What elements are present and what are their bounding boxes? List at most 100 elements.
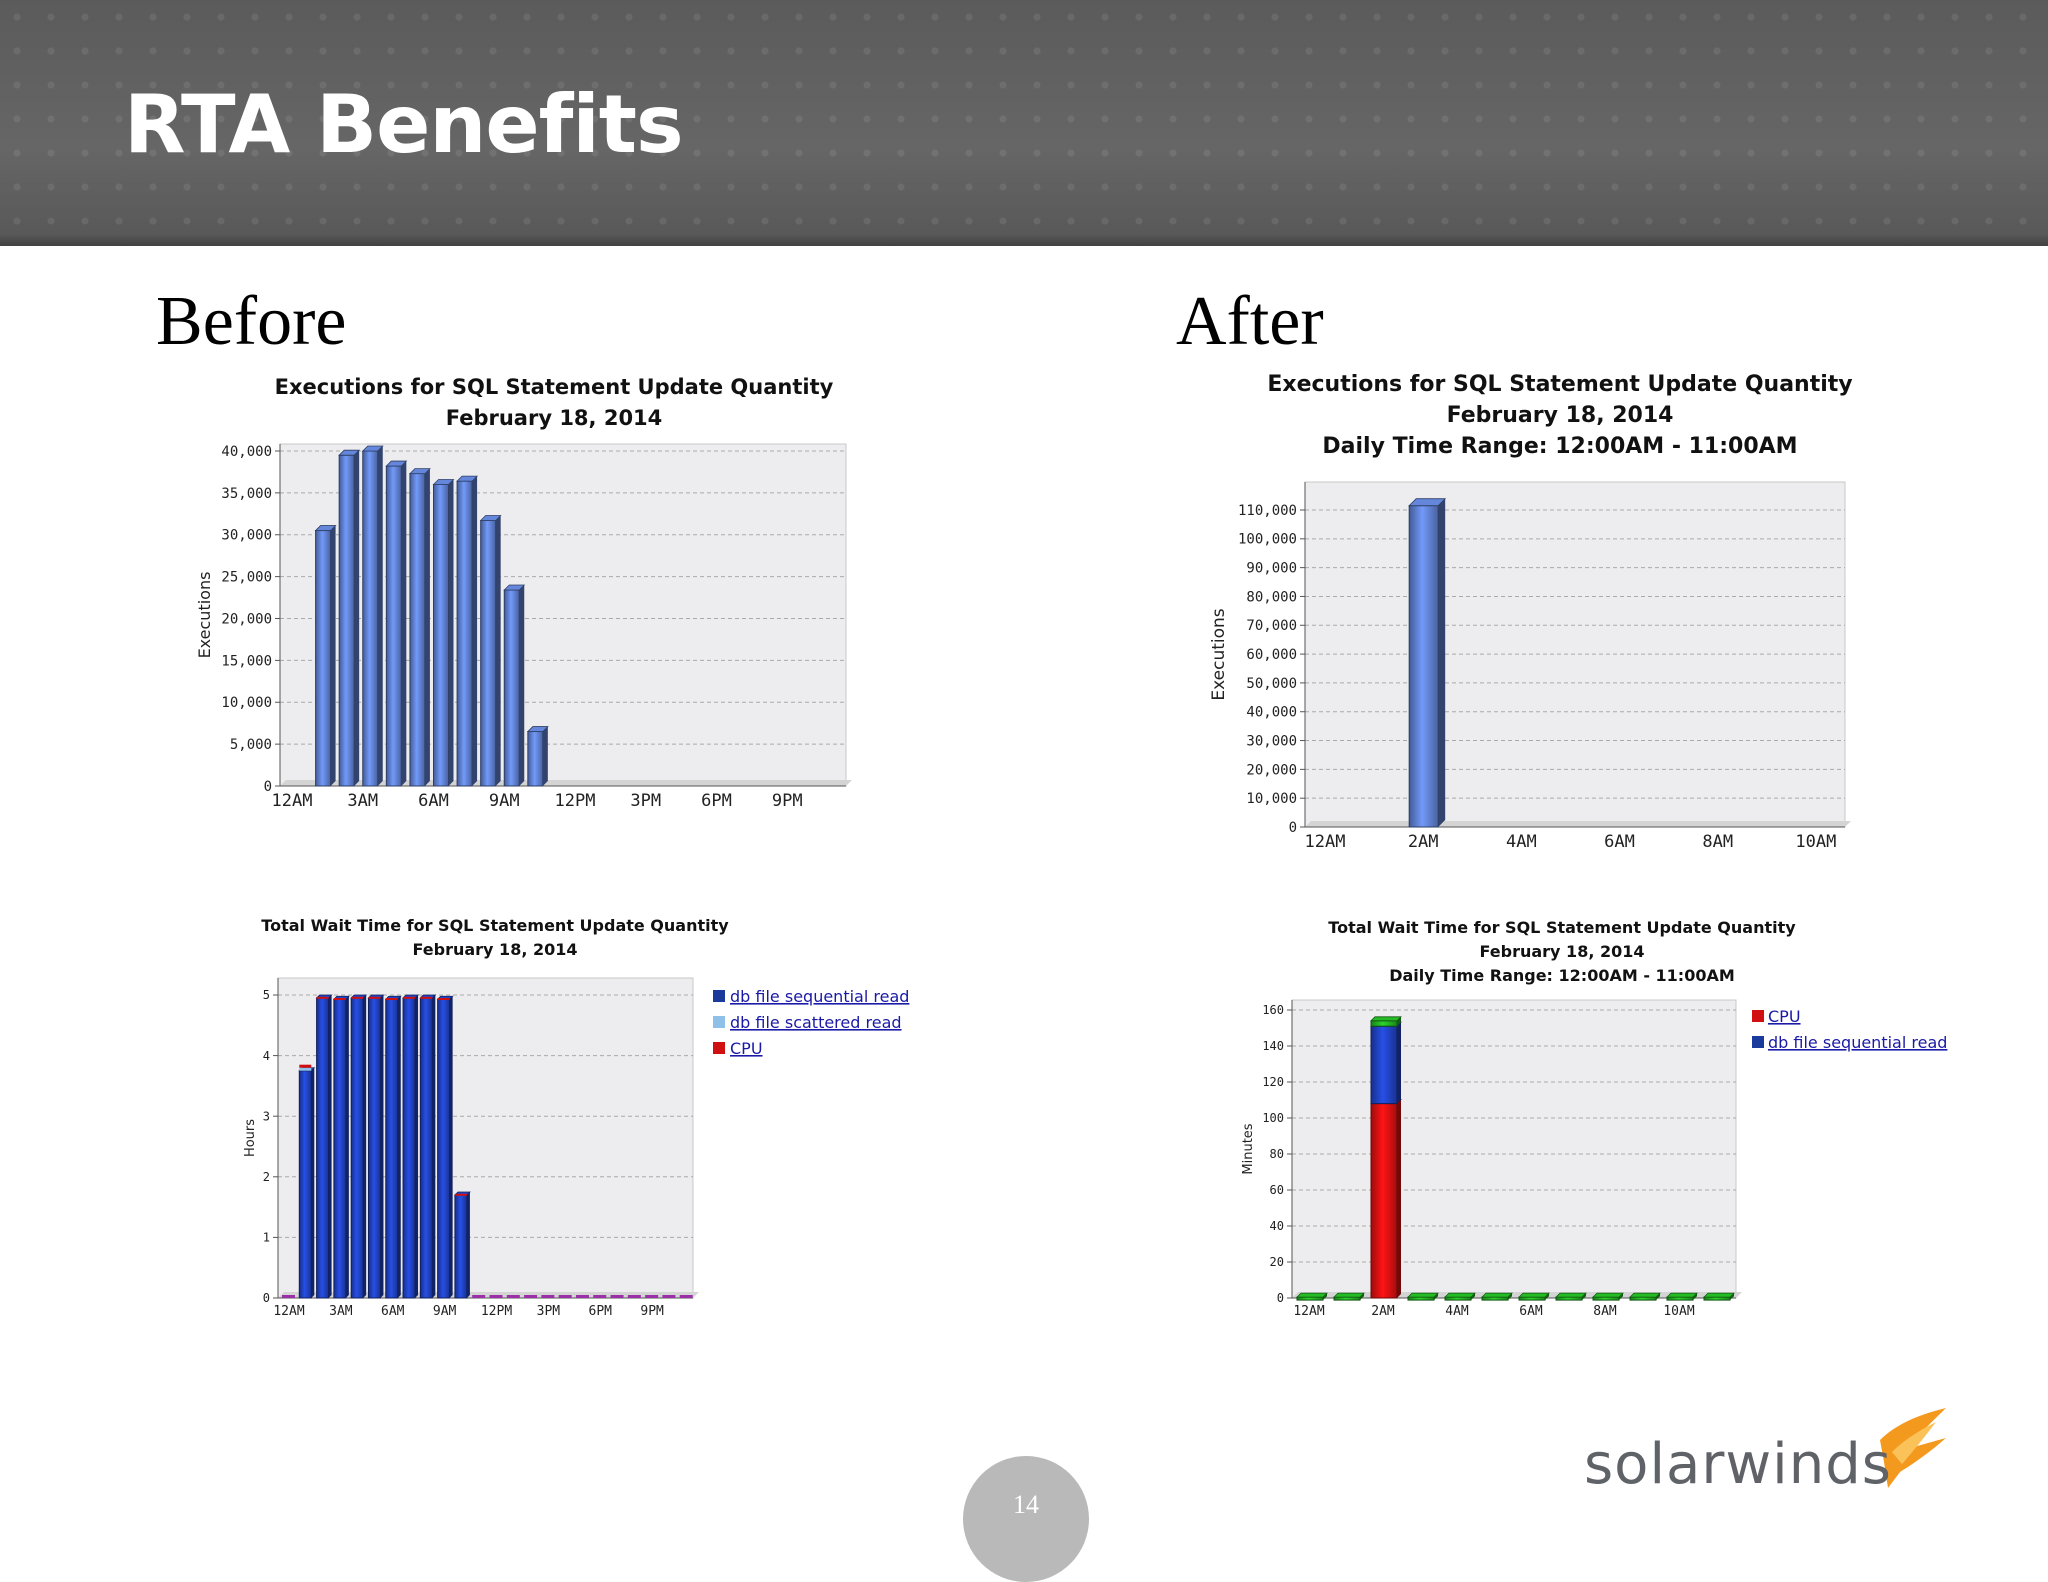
before-wait-bar-seq-side bbox=[328, 995, 332, 1298]
title-banner bbox=[0, 0, 2048, 246]
after-exec-x-tick-label: 8AM bbox=[1702, 832, 1733, 852]
before-exec-bar-top bbox=[338, 449, 361, 456]
before-exec-bar-side bbox=[354, 450, 360, 786]
before-wait-bar-empty bbox=[506, 1295, 520, 1298]
after-exec-y-tick-label: 50,000 bbox=[1246, 676, 1297, 692]
after-wait-bar-segment-side bbox=[1656, 1293, 1660, 1301]
before-wait-bar-segment bbox=[454, 1193, 467, 1196]
after-wait-bar-segment-side bbox=[1545, 1293, 1549, 1301]
after-wait-y-tick-label: 60 bbox=[1270, 1183, 1284, 1197]
after-wait-bar-segment bbox=[1407, 1296, 1435, 1301]
banner-shadow bbox=[0, 234, 2048, 246]
after-exec-y-tick-label: 90,000 bbox=[1246, 561, 1297, 577]
before-exec-bar bbox=[480, 520, 497, 787]
before-exec-bar bbox=[456, 480, 473, 787]
before-wait-bar-seq bbox=[454, 1194, 468, 1299]
after-wait-bar-segment-top bbox=[1370, 1016, 1402, 1022]
before-exec-bar-top bbox=[456, 475, 479, 482]
after-exec-y-tick-label: 30,000 bbox=[1246, 733, 1297, 749]
before-exec-bar bbox=[503, 589, 520, 787]
before-wait-time-chart: Total Wait Time for SQL Statement Update… bbox=[243, 916, 909, 1319]
after-wait-y-tick-label: 100 bbox=[1262, 1111, 1284, 1125]
after-wait-bar-segment-top bbox=[1518, 1292, 1550, 1298]
after-wait-bar-segment bbox=[1703, 1296, 1731, 1301]
before-exec-y-tick-label: 40,000 bbox=[221, 444, 272, 460]
before-wait-y-tick-label: 2 bbox=[263, 1170, 270, 1184]
after-wait-bar-segment bbox=[1629, 1296, 1657, 1301]
after-wait-bar-segment-top bbox=[1333, 1292, 1365, 1298]
before-wait-bar-seq-side bbox=[415, 995, 419, 1298]
after-exec-y-tick-label: 0 bbox=[1289, 820, 1297, 836]
after-exec-y-tick-label: 110,000 bbox=[1238, 503, 1297, 519]
page-number: 14 bbox=[1013, 1490, 1039, 1519]
after-wait-bar-segment bbox=[1555, 1296, 1583, 1301]
before-exec-x-tick-label: 9PM bbox=[772, 791, 803, 811]
before-wait-y-tick-label: 1 bbox=[263, 1231, 270, 1245]
before-wait-y-tick-label: 5 bbox=[263, 988, 270, 1002]
before-wait-x-tick-label: 12PM bbox=[481, 1304, 512, 1319]
before-wait-bar-empty bbox=[610, 1295, 624, 1298]
after-wait-y-tick-label: 140 bbox=[1262, 1039, 1284, 1053]
before-wait-bar-seq bbox=[402, 997, 416, 1299]
before-exec-y-axis-label: Executions bbox=[195, 572, 214, 659]
before-wait-y-tick-label: 0 bbox=[263, 1291, 270, 1305]
before-exec-bar-side bbox=[448, 479, 454, 786]
before-wait-legend-swatch bbox=[713, 1016, 725, 1028]
after-exec-y-tick-label: 10,000 bbox=[1246, 791, 1297, 807]
before-wait-bar-empty bbox=[662, 1295, 676, 1298]
after-wait-bar-segment-side bbox=[1360, 1293, 1364, 1301]
after-wait-bar-segment-top bbox=[1629, 1292, 1661, 1298]
before-exec-x-tick-label: 3PM bbox=[630, 791, 661, 811]
after-wait-y-axis-label: Minutes bbox=[1241, 1123, 1256, 1174]
after-wait-y-tick-label: 160 bbox=[1262, 1003, 1284, 1017]
before-wait-x-tick-label: 9PM bbox=[640, 1304, 664, 1319]
after-wait-bar-segment bbox=[1518, 1296, 1546, 1301]
before-executions-chart: Executions for SQL Statement Update Quan… bbox=[195, 375, 852, 811]
before-exec-bar bbox=[362, 450, 379, 787]
before-wait-legend-link: CPU bbox=[730, 1039, 763, 1058]
solarwinds-logo-text: solarwinds bbox=[1584, 1432, 1892, 1497]
after-wait-bar-segment bbox=[1370, 1020, 1398, 1027]
before-exec-bar-top bbox=[526, 726, 549, 732]
after-wait-bar-segment-side bbox=[1397, 1016, 1401, 1027]
before-wait-bar-seq bbox=[298, 1070, 312, 1299]
solarwinds-logo bbox=[1880, 1408, 1946, 1488]
before-wait-bar-segment bbox=[299, 1064, 312, 1068]
before-wait-y-tick-label: 4 bbox=[263, 1049, 270, 1063]
after-exec-x-tick-label: 12AM bbox=[1305, 832, 1346, 852]
before-exec-bar-side bbox=[542, 726, 548, 786]
before-wait-y-tick-label: 3 bbox=[263, 1109, 270, 1123]
before-exec-x-tick-label: 3AM bbox=[347, 791, 378, 811]
after-wait-bar-segment bbox=[1370, 1025, 1398, 1105]
after-wait-title-line: Total Wait Time for SQL Statement Update… bbox=[1328, 918, 1796, 937]
after-wait-legend-swatch bbox=[1752, 1010, 1764, 1022]
after-wait-x-tick-label: 12AM bbox=[1293, 1304, 1324, 1319]
slide-title: RTA Benefits bbox=[124, 78, 684, 171]
before-wait-legend-link: db file scattered read bbox=[730, 1013, 902, 1032]
before-wait-bar-segment bbox=[437, 998, 450, 1001]
after-wait-y-tick-label: 40 bbox=[1270, 1219, 1284, 1233]
before-wait-title-line: Total Wait Time for SQL Statement Update… bbox=[261, 916, 729, 935]
after-exec-title-line: February 18, 2014 bbox=[1447, 403, 1674, 428]
banner-pattern bbox=[0, 0, 2048, 246]
before-wait-bar-empty bbox=[593, 1295, 607, 1298]
after-wait-legend-swatch bbox=[1752, 1036, 1764, 1048]
after-wait-bar-segment bbox=[1481, 1296, 1509, 1301]
before-exec-bar-side bbox=[377, 446, 383, 786]
after-wait-x-tick-label: 6AM bbox=[1519, 1304, 1543, 1319]
before-wait-bar-seq bbox=[419, 997, 433, 1299]
after-wait-y-tick-label: 80 bbox=[1270, 1147, 1284, 1161]
before-wait-bar-seq-side bbox=[432, 995, 436, 1298]
after-exec-y-tick-label: 60,000 bbox=[1246, 647, 1297, 663]
before-exec-x-tick-label: 9AM bbox=[489, 791, 520, 811]
before-exec-x-tick-label: 6PM bbox=[701, 791, 732, 811]
after-wait-bar-segment bbox=[1333, 1296, 1361, 1301]
after-wait-bar-segment-top bbox=[1296, 1292, 1328, 1298]
before-heading: Before bbox=[156, 283, 347, 360]
after-wait-bar-segment-top bbox=[1703, 1292, 1735, 1298]
before-wait-bar-empty bbox=[472, 1295, 486, 1298]
before-exec-bar-top bbox=[408, 468, 431, 475]
after-exec-x-tick-label: 10AM bbox=[1795, 832, 1836, 852]
before-wait-bar-empty bbox=[282, 1295, 295, 1298]
after-exec-x-tick-label: 6AM bbox=[1604, 832, 1635, 852]
